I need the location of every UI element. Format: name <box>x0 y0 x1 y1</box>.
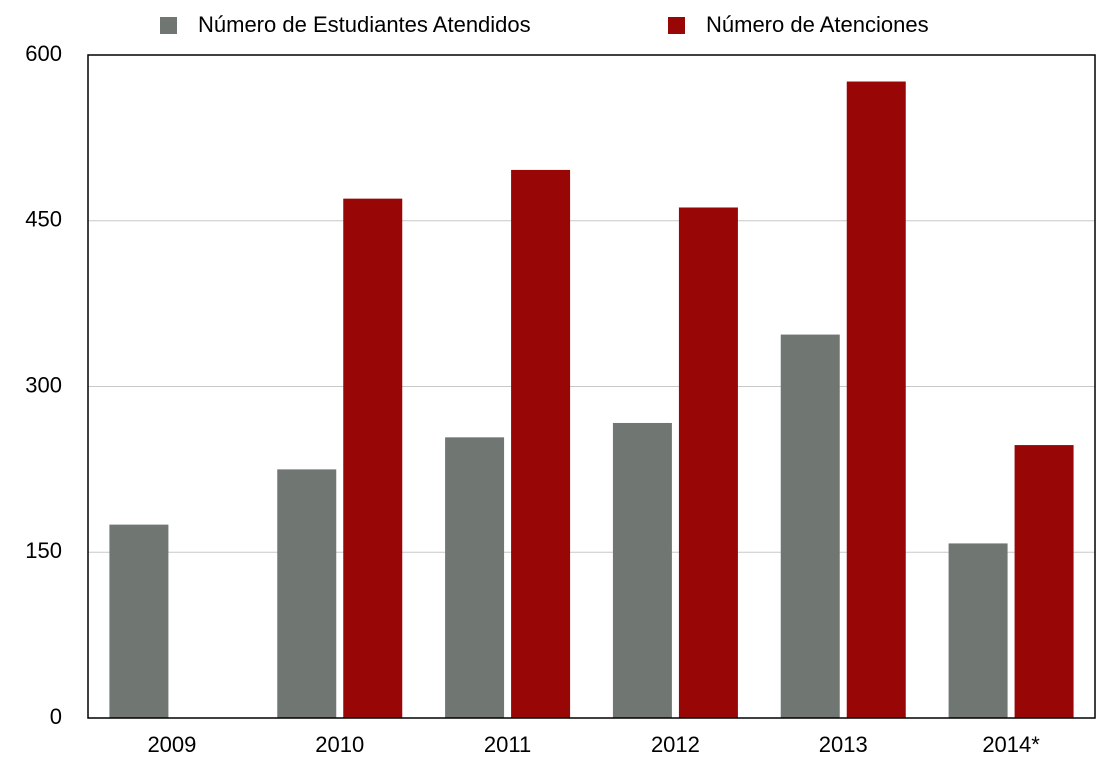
bar <box>846 81 906 718</box>
plot-border <box>87 54 1096 719</box>
x-tick-label: 2012 <box>651 732 700 757</box>
bar <box>109 524 169 718</box>
bar <box>678 207 738 719</box>
bar <box>780 334 840 718</box>
legend-swatch <box>668 17 685 34</box>
bar <box>948 543 1008 718</box>
bar <box>343 198 403 718</box>
legend-swatch <box>160 17 177 34</box>
legend-label: Número de Estudiantes Atendidos <box>198 12 531 37</box>
bar <box>1014 445 1074 718</box>
bar <box>445 437 505 718</box>
bar <box>277 469 337 718</box>
y-tick-label: 300 <box>25 372 62 397</box>
bar <box>612 422 672 718</box>
x-tick-label: 2011 <box>484 732 531 757</box>
x-tick-label: 2013 <box>819 732 868 757</box>
y-tick-label: 0 <box>50 704 62 729</box>
y-tick-label: 150 <box>25 538 62 563</box>
bar <box>511 169 571 719</box>
y-tick-label: 600 <box>25 41 62 66</box>
x-tick-label: 2009 <box>147 732 196 757</box>
y-tick-label: 450 <box>25 207 62 232</box>
x-tick-label: 2010 <box>315 732 364 757</box>
x-tick-label: 2014* <box>982 732 1040 757</box>
legend-label: Número de Atenciones <box>706 12 929 37</box>
